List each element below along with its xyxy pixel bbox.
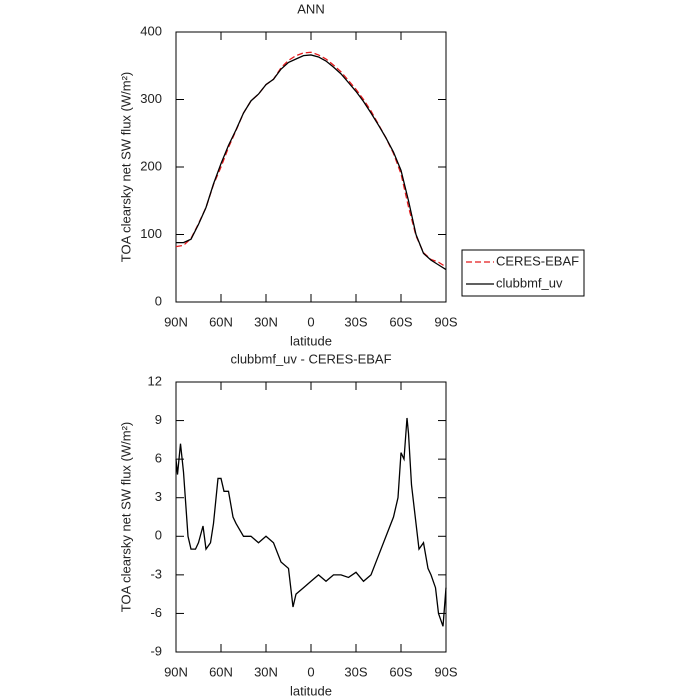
x-tick-label: 30S [344, 314, 367, 329]
x-tick-label: 30S [344, 664, 367, 679]
x-tick-label: 60S [389, 664, 412, 679]
y-tick-label: 12 [148, 373, 162, 388]
y-tick-label: 9 [155, 412, 162, 427]
y-tick-label: -9 [150, 643, 162, 658]
y-tick-label: 400 [140, 23, 162, 38]
y-tick-label: 200 [140, 158, 162, 173]
plot-frame [175, 381, 447, 653]
y-axis-label: TOA clearsky net SW flux (W/m²) [118, 422, 133, 612]
y-axis-label: TOA clearsky net SW flux (W/m²) [118, 72, 133, 262]
x-tick-label: 90N [164, 314, 188, 329]
x-axis-label: latitude [290, 683, 332, 698]
chart-title: clubbmf_uv - CERES-EBAF [230, 351, 391, 366]
plot-frame [175, 31, 447, 303]
y-tick-label: -3 [150, 566, 162, 581]
x-tick-label: 30N [254, 314, 278, 329]
x-axis-label: latitude [290, 333, 332, 348]
legend-label: CERES-EBAF [496, 253, 579, 268]
y-tick-label: 6 [155, 451, 162, 466]
x-tick-label: 60N [209, 664, 233, 679]
y-tick-label: 0 [155, 528, 162, 543]
x-tick-label: 90S [434, 314, 457, 329]
legend-box [461, 249, 585, 297]
y-tick-label: 300 [140, 91, 162, 106]
y-tick-label: 3 [155, 489, 162, 504]
y-tick-label: 0 [155, 293, 162, 308]
chart-title: ANN [297, 1, 324, 16]
data-line [175, 51, 447, 268]
x-tick-label: 0 [307, 664, 314, 679]
x-tick-label: 60S [389, 314, 412, 329]
x-tick-label: 0 [307, 314, 314, 329]
legend-label: clubbmf_uv [496, 275, 563, 290]
data-line [176, 54, 447, 271]
y-tick-label: -6 [150, 605, 162, 620]
x-tick-label: 60N [209, 314, 233, 329]
x-tick-label: 90N [164, 664, 188, 679]
data-line [175, 417, 447, 627]
y-tick-label: 100 [140, 226, 162, 241]
x-tick-label: 30N [254, 664, 278, 679]
x-tick-label: 90S [434, 664, 457, 679]
